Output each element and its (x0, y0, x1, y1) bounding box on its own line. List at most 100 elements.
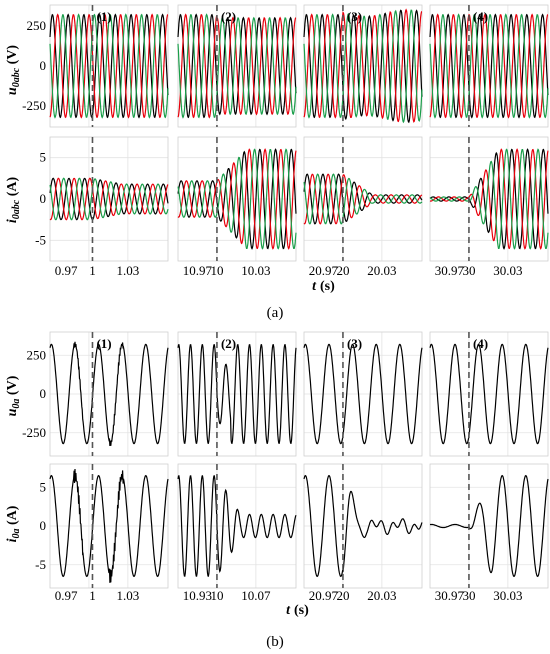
phase-b-current (429, 148, 549, 250)
event-label: (4) (473, 9, 488, 24)
phase-c-current (177, 148, 297, 250)
x-tick-label: 30.97 (435, 588, 465, 603)
x-tick-label: 20 (336, 263, 349, 278)
phase-a-voltage (177, 13, 297, 119)
x-tick-label: 30 (462, 588, 475, 603)
a-voltage-panel-4: (4) (429, 4, 549, 128)
phase-a-current (429, 474, 549, 578)
b-top-ylabel: u0a (V) (5, 375, 22, 416)
phase-c-voltage (49, 13, 169, 119)
phase-a-voltage (303, 343, 423, 445)
phase-c-voltage (177, 13, 297, 119)
svg-text:u0a (V): u0a (V) (5, 375, 22, 416)
phase-a-current (303, 173, 423, 225)
panel-frame (177, 136, 297, 262)
svg-text:i0abc (A): i0abc (A) (5, 177, 22, 224)
phase-a-voltage (429, 343, 549, 445)
b-voltage-panel-2: (2) (177, 331, 297, 457)
y-tick-label: 5 (40, 479, 47, 494)
x-tick-label: 20.97 (309, 588, 339, 603)
y-tick-label: 5 (40, 150, 47, 165)
panel-frame (49, 331, 169, 457)
panel-frame (303, 331, 423, 457)
phase-a-voltage (49, 341, 169, 446)
panel-frame (429, 463, 549, 589)
phase-c-current (49, 177, 169, 221)
a-voltage-panel-3: (3) (303, 4, 423, 128)
a-current-panel-2 (177, 136, 297, 262)
caption-b: (b) (266, 634, 284, 650)
phase-a-voltage (49, 13, 169, 119)
phase-a-current (429, 148, 549, 250)
event-label: (1) (96, 336, 111, 351)
panel-frame (49, 463, 169, 589)
x-tick-label: 0.97 (55, 263, 78, 278)
panel-frame (429, 331, 549, 457)
x-tick-label: 1.03 (117, 263, 140, 278)
caption-a: (a) (267, 305, 284, 321)
x-tick-label: 1 (89, 588, 96, 603)
x-tick-label: 0.97 (55, 588, 78, 603)
event-label: (2) (221, 9, 236, 24)
y-tick-label: -250 (22, 425, 46, 440)
panel-frame (177, 463, 297, 589)
y-tick-label: -5 (35, 232, 46, 247)
panel-frame (429, 4, 549, 128)
y-tick-label: -250 (22, 98, 46, 113)
event-label: (3) (347, 9, 362, 24)
phase-a-current (49, 177, 169, 221)
b-voltage-panel-3: (3) (303, 331, 423, 457)
x-tick-label: 10 (210, 263, 223, 278)
x-tick-label: 20 (336, 588, 349, 603)
panel-frame (177, 331, 297, 457)
x-tick-label: 10.97 (183, 263, 213, 278)
event-label: (4) (473, 336, 488, 351)
x-tick-label: 20.03 (367, 263, 396, 278)
b-current-panel-3 (303, 463, 423, 589)
phase-a-current (49, 468, 169, 583)
a-xlabel-unit: (s) (320, 279, 335, 294)
x-tick-label: 30.03 (493, 263, 522, 278)
phase-b-current (177, 148, 297, 250)
panel-frame (303, 136, 423, 262)
phase-a-current (177, 475, 297, 577)
phase-b-voltage (429, 13, 549, 119)
y-tick-label: 0 (40, 386, 47, 401)
a-voltage-panel-1: -250 0 250 (1) (22, 4, 169, 128)
b-voltage-panel-1: -250 0 250 (1) (22, 331, 169, 457)
a-top-ylabel: u0abc (V) (5, 45, 22, 96)
b-current-panel-4 (429, 463, 549, 589)
a-voltage-panel-2: (2) (177, 4, 297, 128)
phase-b-voltage (303, 8, 423, 123)
phase-c-voltage (429, 13, 549, 119)
b-xlabel: t (286, 603, 291, 618)
panel-frame (49, 4, 169, 128)
x-tick-label: 30 (462, 263, 475, 278)
a-bottom-ylabel: i0abc (A) (5, 177, 22, 224)
a-current-panel-4 (429, 136, 549, 262)
panel-frame (429, 136, 549, 262)
x-tick-label: 10.03 (241, 263, 270, 278)
phase-b-current (303, 173, 423, 225)
phase-a-voltage (429, 13, 549, 119)
x-tick-label: 1 (89, 263, 96, 278)
x-tick-label: 10.07 (241, 588, 271, 603)
y-tick-label: 250 (27, 18, 47, 33)
x-tick-label: 1.03 (117, 588, 140, 603)
y-tick-label: 0 (40, 191, 47, 206)
a-current-panel-1: -5 0 5 (35, 136, 169, 262)
phase-b-voltage (177, 13, 297, 119)
phase-c-current (303, 173, 423, 225)
y-tick-label: -5 (35, 557, 46, 572)
event-label: (3) (347, 336, 362, 351)
y-tick-label: 250 (27, 347, 47, 362)
phase-a-current (303, 474, 423, 578)
phase-a-current (177, 148, 297, 250)
phase-c-voltage (303, 9, 423, 124)
panel-frame (49, 136, 169, 262)
x-tick-label: 30.97 (435, 263, 465, 278)
y-tick-label: 0 (40, 58, 47, 73)
phase-a-voltage (177, 343, 297, 445)
